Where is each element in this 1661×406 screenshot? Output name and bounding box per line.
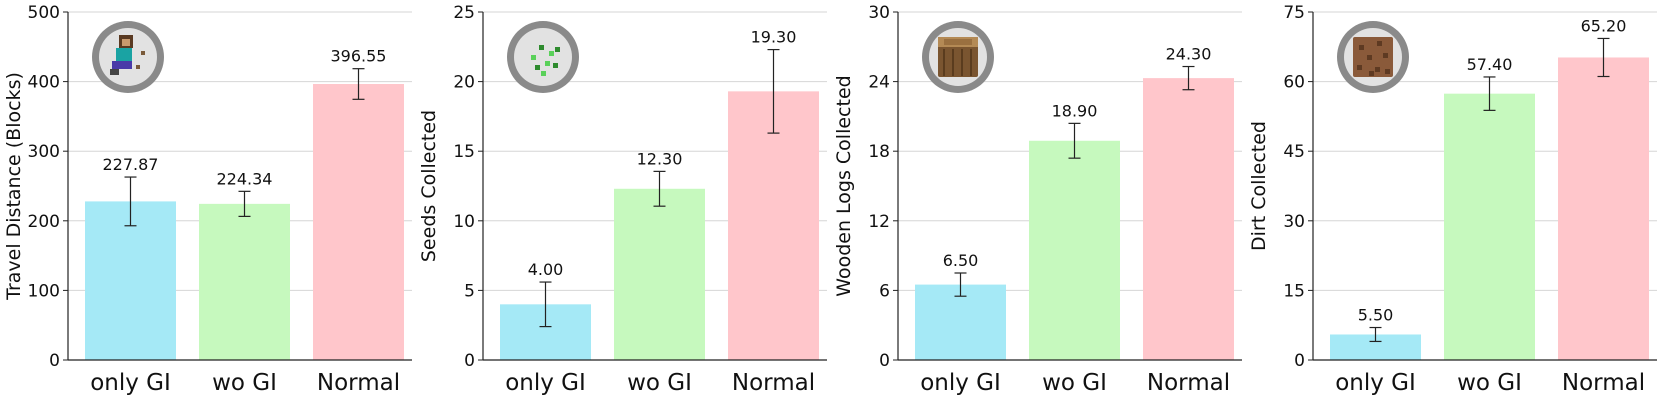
value-label: 12.30	[637, 149, 683, 168]
seed-mark	[545, 61, 550, 66]
y-tick-label: 0	[49, 351, 60, 371]
x-category-label: Normal	[1562, 370, 1645, 396]
y-tick-label: 30	[1283, 212, 1305, 232]
wooden-log-icon	[922, 21, 994, 93]
chart-panel-3: 0 6 12 18 24 30 6.50 only GI 18.90 wo GI 24.30 Norm…	[833, 3, 1242, 396]
chart-panel-4: 0 15 30 45 60 75 5.50 only GI 57.40 wo GI 65.20 Nor…	[1248, 3, 1657, 396]
bar-only-gi	[915, 284, 1006, 360]
y-tick-label: 20	[453, 73, 475, 93]
y-tick-label: 6	[879, 281, 890, 301]
y-axis-title: Seeds Collected	[418, 110, 440, 262]
chart-panel-2: 0 5 10 15 20 25 4.00 only GI 12.30 wo GI 19.30 Norm…	[418, 3, 827, 396]
x-category-label: only GI	[90, 370, 171, 396]
x-category-label: only GI	[1335, 370, 1416, 396]
seed-mark	[541, 71, 546, 76]
y-tick-label: 500	[28, 3, 60, 23]
x-category-label: Normal	[732, 370, 815, 396]
x-category-label: Normal	[1147, 370, 1230, 396]
value-label: 396.55	[331, 47, 387, 66]
y-tick-label: 15	[453, 142, 475, 162]
y-tick-label: 30	[868, 3, 890, 23]
bar-wo-gi	[614, 188, 705, 360]
chart-panel-1: 0 100 200 300 400 500 227.87 only GI 224.34 wo GI…	[3, 3, 412, 396]
x-category-label: only GI	[505, 370, 586, 396]
bar-normal	[728, 91, 819, 361]
bar-normal	[1143, 78, 1234, 361]
value-label: 24.30	[1166, 45, 1212, 64]
value-label: 4.00	[528, 260, 564, 279]
bar-wo-gi	[1029, 140, 1120, 360]
value-label: 65.20	[1581, 16, 1627, 35]
x-category-label: wo GI	[627, 370, 692, 396]
value-label: 227.87	[103, 155, 159, 174]
y-tick-label: 200	[28, 212, 60, 232]
seed-mark	[535, 65, 540, 70]
x-category-label: wo GI	[1042, 370, 1107, 396]
x-category-label: wo GI	[212, 370, 277, 396]
bar-normal	[1558, 57, 1649, 361]
x-category-label: wo GI	[1457, 370, 1522, 396]
y-axis-title: Travel Distance (Blocks)	[3, 72, 25, 301]
seeds-icon	[507, 21, 579, 93]
seed-mark	[549, 51, 554, 56]
y-axis-title: Wooden Logs Collected	[833, 75, 855, 296]
value-label: 5.50	[1358, 306, 1394, 325]
y-tick-label: 75	[1283, 3, 1305, 23]
y-tick-label: 400	[28, 73, 60, 93]
y-tick-label: 0	[464, 351, 475, 371]
seed-mark	[531, 55, 536, 60]
bar-wo-gi	[1444, 93, 1535, 360]
y-tick-label: 0	[1294, 351, 1305, 371]
y-tick-label: 18	[868, 142, 890, 162]
bar-wo-gi	[199, 203, 290, 360]
x-category-label: only GI	[920, 370, 1001, 396]
seed-mark	[555, 47, 560, 52]
value-label: 19.30	[751, 28, 797, 47]
icon-background	[514, 28, 572, 86]
seed-mark	[539, 45, 544, 50]
y-tick-label: 25	[453, 3, 475, 23]
value-label: 224.34	[217, 169, 273, 188]
y-tick-label: 15	[1283, 281, 1305, 301]
y-tick-label: 24	[868, 73, 890, 93]
bar-only-gi	[85, 201, 176, 360]
y-tick-label: 10	[453, 212, 475, 232]
value-label: 57.40	[1467, 55, 1513, 74]
steve-character-icon	[92, 21, 164, 93]
y-tick-label: 300	[28, 142, 60, 162]
y-tick-label: 100	[28, 281, 60, 301]
value-label: 6.50	[943, 251, 979, 270]
y-tick-label: 5	[464, 281, 475, 301]
dirt-block-icon	[1337, 21, 1409, 93]
seed-mark	[553, 63, 558, 68]
y-tick-label: 0	[879, 351, 890, 371]
y-axis-title: Dirt Collected	[1248, 121, 1270, 251]
y-tick-label: 12	[868, 212, 890, 232]
x-category-label: Normal	[317, 370, 400, 396]
y-tick-label: 45	[1283, 142, 1305, 162]
bar-normal	[313, 84, 404, 361]
value-label: 18.90	[1052, 101, 1098, 120]
y-tick-label: 60	[1283, 73, 1305, 93]
